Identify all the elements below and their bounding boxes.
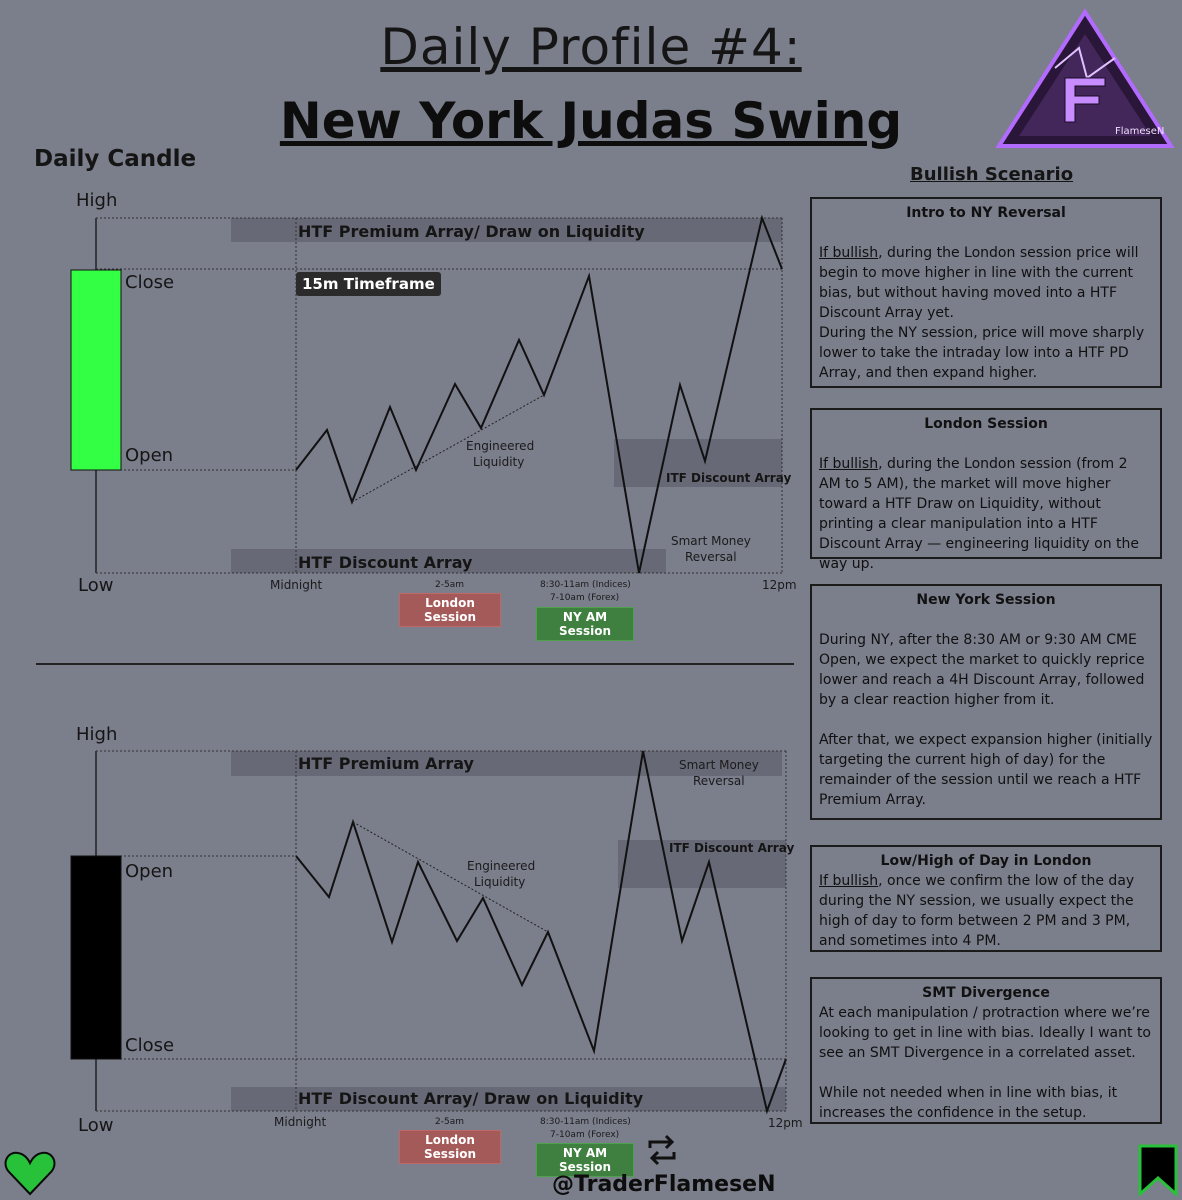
box-text: During NY, after the 8:30 AM or 9:30 AM …	[819, 632, 1145, 708]
bottom-x-midnight: Midnight	[274, 1115, 327, 1129]
top-open-label: Open	[125, 445, 174, 466]
bottom-low-label: Low	[78, 1115, 114, 1136]
page-subtitle: New York Judas Swing	[279, 92, 903, 150]
heart-icon[interactable]	[4, 1150, 56, 1200]
top-london-session-badge: London Session	[399, 593, 501, 627]
box-heading: Intro to NY Reversal	[906, 205, 1066, 221]
timeframe-badge: 15m Timeframe	[296, 272, 441, 296]
page-title: Daily Profile #4:	[380, 18, 802, 76]
top-ny-time-2: 7-10am (Forex)	[550, 593, 620, 603]
bottom-ny-time-2: 7-10am (Forex)	[550, 1130, 620, 1140]
bookmark-icon[interactable]	[1138, 1144, 1178, 1200]
logo-text: FlameseN	[1115, 126, 1164, 137]
bottom-chart	[70, 750, 787, 1115]
box-text-2: After that, we expect expansion higher (…	[819, 732, 1153, 808]
top-smart-money-label-1: Smart Money	[671, 534, 751, 548]
author-handle[interactable]: @TraderFlameseN	[552, 1172, 776, 1197]
bottom-smart-money-label-1: Smart Money	[679, 758, 759, 772]
top-discount-zone-label: HTF Discount Array	[298, 553, 473, 572]
top-itf-zone	[614, 439, 782, 487]
top-engineered-liquidity-line	[351, 394, 545, 503]
box-london-session: London Session If bullish, during the Lo…	[810, 408, 1162, 572]
top-discount-zone	[231, 549, 666, 573]
retweet-icon[interactable]	[644, 1132, 680, 1172]
bottom-high-label: High	[76, 724, 118, 745]
scenario-title: Bullish Scenario	[910, 164, 1074, 185]
brand-logo: FlameseN	[995, 8, 1175, 153]
box-heading: New York Session	[916, 592, 1056, 608]
box-text: At each manipulation / protraction where…	[819, 1005, 1152, 1061]
bottom-premium-zone-label: HTF Premium Array	[298, 754, 474, 773]
bottom-engineered-liquidity-line	[352, 821, 549, 933]
bottom-london-time: 2-5am	[435, 1117, 464, 1127]
top-price-path	[295, 214, 783, 574]
top-premium-zone-label: HTF Premium Array/ Draw on Liquidity	[298, 222, 645, 241]
bottom-premium-zone	[231, 751, 782, 776]
top-x-12pm: 12pm	[762, 578, 797, 592]
top-ny-session-badge: NY AM Session	[536, 607, 634, 641]
box-text-2: While not needed when in line with bias,…	[819, 1085, 1118, 1121]
bottom-discount-zone-label: HTF Discount Array/ Draw on Liquidity	[298, 1089, 644, 1108]
top-premium-zone	[231, 218, 782, 242]
top-low-label: Low	[78, 575, 114, 596]
bottom-engineered-label-2: Liquidity	[474, 875, 526, 889]
top-high-label: High	[76, 190, 118, 211]
bottom-price-path	[295, 750, 787, 1115]
box-heading: Low/High of Day in London	[880, 853, 1092, 869]
top-candle-body	[70, 269, 122, 471]
top-chart	[70, 214, 783, 574]
bottom-smart-money-label-2: Reversal	[693, 774, 745, 788]
bottom-open-label: Open	[125, 861, 174, 882]
section-divider	[36, 663, 794, 665]
box-low-high-of-day: Low/High of Day in London If bullish, on…	[810, 845, 1162, 952]
top-engineered-label-1: Engineered	[466, 439, 535, 453]
bottom-engineered-label-1: Engineered	[467, 859, 536, 873]
bottom-ny-session-badge: NY AM Session	[536, 1143, 634, 1177]
top-x-midnight: Midnight	[270, 578, 323, 592]
box-smt-divergence: SMT Divergence At each manipulation / pr…	[810, 977, 1162, 1124]
top-itf-zone-label: ITF Discount Array	[666, 471, 792, 485]
box-text-2: During the NY session, price will move s…	[819, 325, 1145, 381]
top-close-label: Close	[125, 272, 175, 293]
bottom-x-12pm: 12pm	[768, 1116, 803, 1130]
box-text: If bullish, once we confirm the low of t…	[819, 873, 1135, 949]
box-intro-ny-reversal: Intro to NY Reversal If bullish, during …	[810, 197, 1162, 388]
bottom-itf-zone-label: ITF Discount Array	[669, 841, 795, 855]
box-text: If bullish, during the London session (f…	[819, 456, 1140, 572]
box-heading: SMT Divergence	[922, 985, 1050, 1001]
top-engineered-label-2: Liquidity	[473, 455, 525, 469]
bottom-london-session-badge: London Session	[399, 1130, 501, 1164]
bottom-close-label: Close	[125, 1035, 175, 1056]
box-text: If bullish, during the London session pr…	[819, 245, 1139, 321]
profile-diagrams	[70, 214, 787, 1115]
box-new-york-session: New York Session During NY, after the 8:…	[810, 584, 1162, 820]
bottom-ny-time-1: 8:30-11am (Indices)	[540, 1117, 631, 1127]
top-smart-money-label-2: Reversal	[685, 550, 737, 564]
bottom-discount-zone	[231, 1087, 786, 1111]
top-ny-time-1: 8:30-11am (Indices)	[540, 580, 631, 590]
top-london-time: 2-5am	[435, 580, 464, 590]
daily-candle-label: Daily Candle	[34, 146, 197, 172]
box-heading: London Session	[924, 416, 1048, 432]
bottom-candle-body	[70, 855, 122, 1060]
